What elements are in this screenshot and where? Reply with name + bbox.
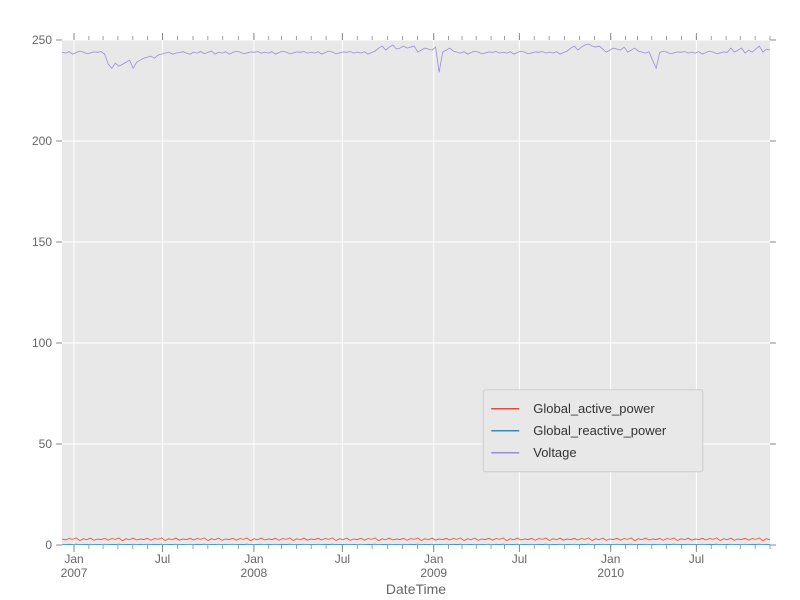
timeseries-chart: 050100150200250Jan2007JulJan2008JulJan20…: [0, 0, 800, 600]
x-tick-label: 2010: [597, 566, 624, 580]
y-tick-label: 250: [32, 33, 52, 47]
legend-label: Voltage: [533, 445, 576, 460]
x-axis-label: DateTime: [386, 581, 446, 597]
x-tick-label: 2007: [61, 566, 88, 580]
y-tick-label: 50: [39, 437, 53, 451]
x-tick-label: Jul: [689, 552, 704, 566]
y-tick-label: 200: [32, 134, 52, 148]
legend-label: Global_reactive_power: [533, 423, 667, 438]
x-tick-label: Jan: [64, 552, 83, 566]
x-tick-label: Jan: [601, 552, 620, 566]
legend-label: Global_active_power: [533, 401, 655, 416]
chart-container: 050100150200250Jan2007JulJan2008JulJan20…: [0, 0, 800, 600]
x-tick-label: Jan: [424, 552, 443, 566]
y-tick-label: 0: [45, 538, 52, 552]
x-tick-label: Jul: [512, 552, 527, 566]
x-tick-label: Jul: [155, 552, 170, 566]
y-tick-label: 150: [32, 235, 52, 249]
x-tick-label: 2008: [241, 566, 268, 580]
x-tick-label: 2009: [420, 566, 447, 580]
x-tick-label: Jul: [335, 552, 350, 566]
y-tick-label: 100: [32, 336, 52, 350]
x-tick-label: Jan: [244, 552, 263, 566]
